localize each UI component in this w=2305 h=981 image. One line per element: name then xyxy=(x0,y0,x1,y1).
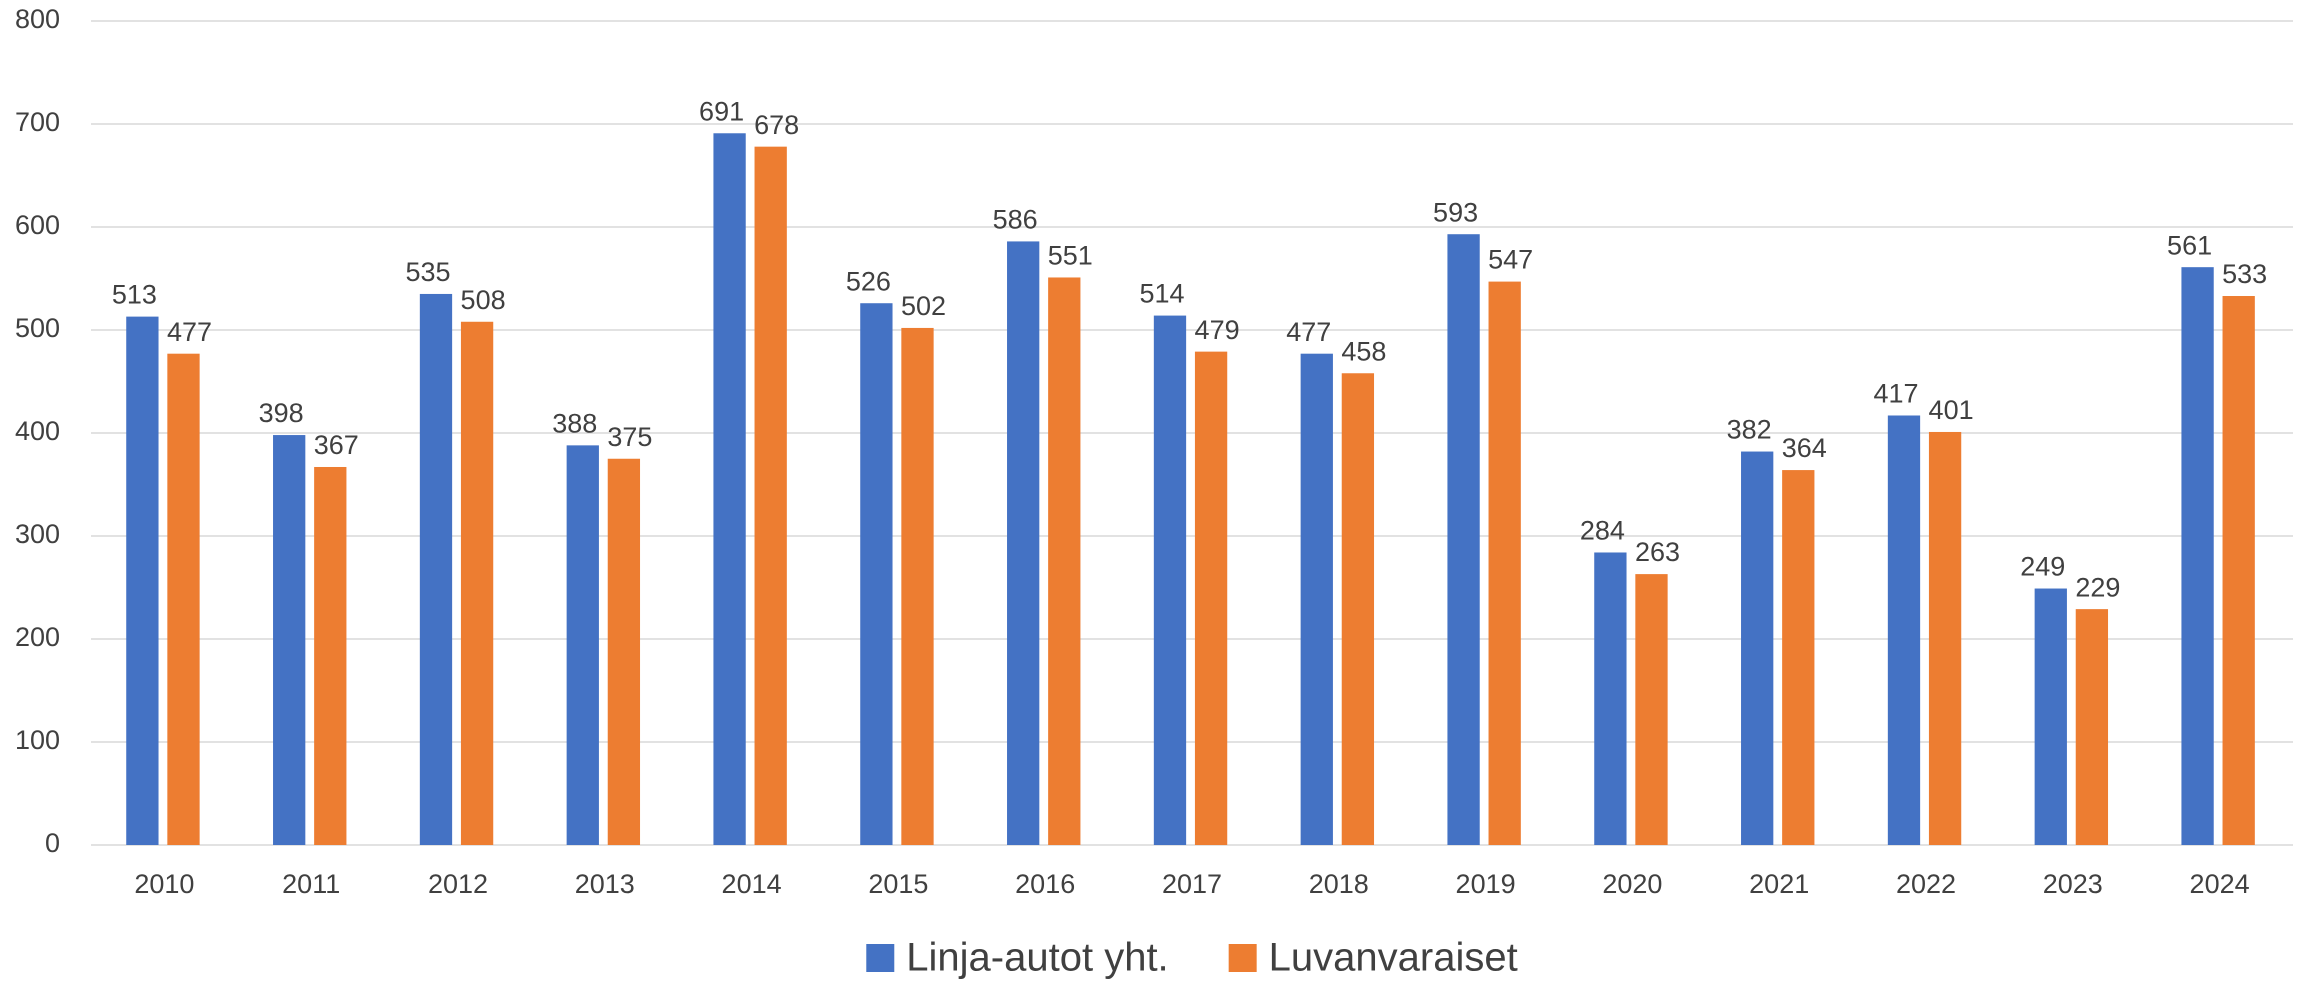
bar xyxy=(2181,267,2214,845)
bar xyxy=(2075,609,2109,845)
data-label: 561 xyxy=(2167,230,2212,260)
bar xyxy=(1488,281,1521,846)
bar xyxy=(1594,552,1627,845)
legend-swatch xyxy=(866,944,895,972)
y-tick-label: 200 xyxy=(15,622,60,652)
data-label: 526 xyxy=(846,266,891,296)
data-label: 691 xyxy=(699,96,744,126)
data-label: 229 xyxy=(2075,572,2120,602)
data-label: 398 xyxy=(259,398,304,428)
data-label: 375 xyxy=(607,422,652,452)
data-label: 263 xyxy=(1635,537,1680,567)
bar xyxy=(167,353,200,845)
x-tick-label: 2020 xyxy=(1602,869,1662,899)
legend-label: Luvanvaraiset xyxy=(1269,936,1518,980)
data-label: 367 xyxy=(314,430,359,460)
x-tick-label: 2011 xyxy=(282,869,340,899)
data-label: 382 xyxy=(1727,415,1772,445)
data-label: 388 xyxy=(552,408,597,438)
bar xyxy=(1153,315,1187,846)
y-tick-label: 700 xyxy=(15,107,60,137)
data-label: 586 xyxy=(993,205,1038,235)
data-label: 249 xyxy=(2020,552,2065,582)
data-label: 364 xyxy=(1782,433,1827,463)
data-label: 477 xyxy=(167,317,212,347)
bar xyxy=(419,293,453,845)
legend-swatch xyxy=(1228,944,1257,972)
bar xyxy=(566,445,599,845)
bar xyxy=(273,435,306,845)
x-tick-label: 2024 xyxy=(2190,869,2250,899)
y-tick-label: 300 xyxy=(15,519,60,549)
x-tick-label: 2012 xyxy=(428,869,488,899)
data-label: 535 xyxy=(405,257,450,287)
bar xyxy=(1782,470,1815,845)
data-label: 477 xyxy=(1286,317,1331,347)
legend-item: Luvanvaraiset xyxy=(1228,936,1518,980)
data-label: 678 xyxy=(754,110,799,140)
bar xyxy=(1447,234,1480,845)
y-tick-label: 800 xyxy=(15,4,60,34)
bar xyxy=(1341,373,1375,845)
x-tick-label: 2015 xyxy=(868,869,928,899)
x-tick-label: 2013 xyxy=(575,869,635,899)
bar xyxy=(1928,431,1962,845)
y-tick-label: 100 xyxy=(15,725,60,755)
y-tick-label: 400 xyxy=(15,416,60,446)
bar xyxy=(1300,353,1333,845)
bar xyxy=(1007,241,1040,846)
bar xyxy=(754,146,787,845)
data-label: 513 xyxy=(112,280,157,310)
bar xyxy=(2034,588,2067,845)
bar xyxy=(2222,296,2255,845)
bar xyxy=(460,321,494,845)
bar xyxy=(713,133,746,845)
bar xyxy=(1741,451,1774,845)
legend-label: Linja-autot yht. xyxy=(906,936,1168,980)
data-label: 508 xyxy=(461,285,506,315)
x-tick-label: 2019 xyxy=(1456,869,1516,899)
data-label: 401 xyxy=(1929,395,1974,425)
bar xyxy=(901,327,934,845)
bar xyxy=(1887,415,1921,845)
y-tick-label: 0 xyxy=(45,828,60,858)
bar xyxy=(1635,574,1668,845)
bar xyxy=(607,458,641,845)
bar xyxy=(860,303,893,846)
x-tick-label: 2021 xyxy=(1749,869,1809,899)
legend-item: Linja-autot yht. xyxy=(866,936,1169,980)
data-label: 551 xyxy=(1048,241,1093,271)
bar xyxy=(314,466,347,845)
x-tick-label: 2014 xyxy=(722,869,782,899)
y-tick-label: 600 xyxy=(15,210,60,240)
y-tick-label: 500 xyxy=(15,313,60,343)
data-label: 502 xyxy=(901,291,946,321)
data-label: 593 xyxy=(1433,197,1478,227)
x-tick-label: 2022 xyxy=(1896,869,1956,899)
data-label: 458 xyxy=(1341,336,1386,366)
x-tick-label: 2017 xyxy=(1162,869,1222,899)
x-tick-label: 2018 xyxy=(1309,869,1369,899)
data-label: 417 xyxy=(1873,379,1918,409)
x-tick-label: 2016 xyxy=(1015,869,1075,899)
data-label: 547 xyxy=(1488,245,1533,275)
bar xyxy=(1194,351,1228,845)
data-label: 514 xyxy=(1139,279,1184,309)
x-tick-label: 2010 xyxy=(134,869,194,899)
data-label: 284 xyxy=(1580,516,1625,546)
bar xyxy=(1048,277,1081,846)
x-tick-label: 2023 xyxy=(2043,869,2103,899)
data-label: 479 xyxy=(1195,315,1240,345)
bar xyxy=(126,316,159,845)
data-label: 533 xyxy=(2222,259,2267,289)
